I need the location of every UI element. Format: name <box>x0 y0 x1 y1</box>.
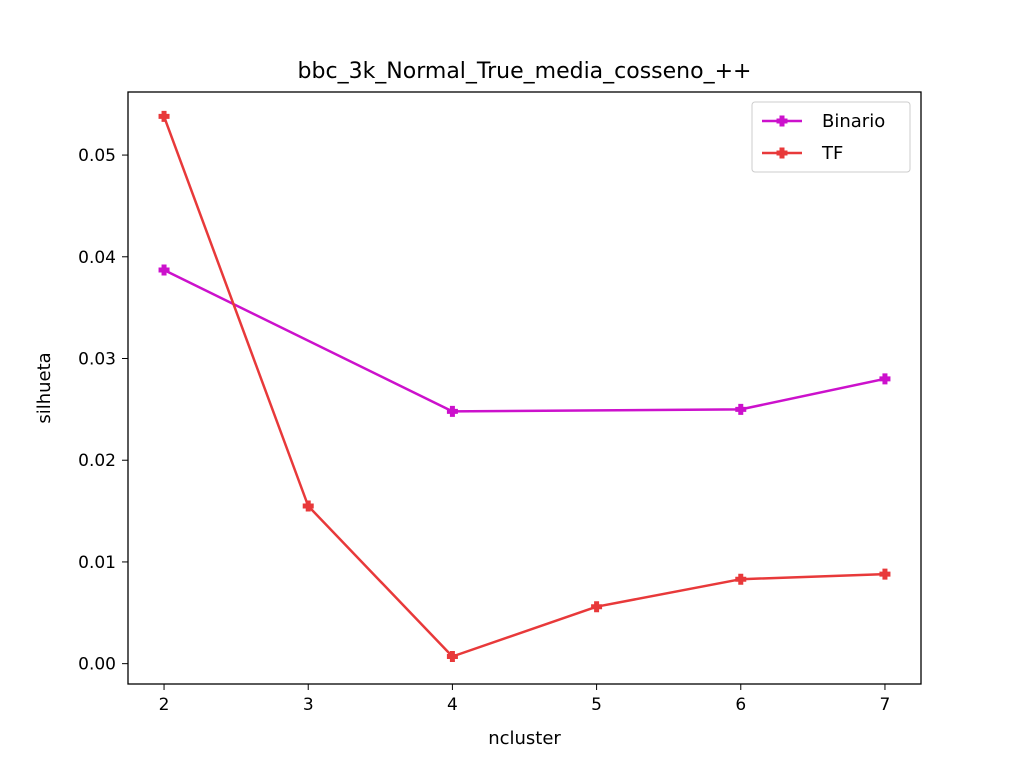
x-tick-label: 6 <box>735 695 746 715</box>
y-tick-label: 0.03 <box>78 350 116 370</box>
legend-marker-binario <box>776 115 788 127</box>
y-axis-ticks: 0.00 0.01 0.02 0.03 0.04 0.05 <box>78 146 128 675</box>
series-line-binario <box>163 268 886 413</box>
x-axis-label: ncluster <box>488 728 561 749</box>
data-point-tf <box>735 573 747 585</box>
x-tick-label: 3 <box>303 695 314 715</box>
y-tick-label: 0.05 <box>78 146 116 166</box>
data-point-binario <box>735 403 747 415</box>
legend-label-binario: Binario <box>822 111 885 132</box>
x-tick-label: 5 <box>591 695 602 715</box>
y-tick-label: 0.02 <box>78 451 116 471</box>
legend-label-tf: TF <box>821 143 843 164</box>
data-point-tf <box>158 110 170 122</box>
x-tick-label: 4 <box>447 695 458 715</box>
y-tick-label: 0.01 <box>78 553 116 573</box>
legend-marker-tf <box>776 147 788 159</box>
data-point-tf <box>446 651 458 663</box>
data-point-binario <box>446 405 458 417</box>
data-point-tf <box>302 500 314 512</box>
legend-box <box>751 101 911 173</box>
data-point-tf <box>879 568 891 580</box>
x-tick-label: 2 <box>159 695 170 715</box>
legend-items: Binario TF <box>762 111 885 164</box>
series-line-tf <box>162 115 886 658</box>
x-tick-label: 7 <box>880 695 891 715</box>
chart-title: bbc_3k_Normal_True_media_cosseno_++ <box>298 59 752 84</box>
y-tick-label: 0.00 <box>78 655 116 675</box>
data-point-tf <box>591 601 603 613</box>
data-point-binario <box>158 264 170 276</box>
series-layer <box>158 110 891 663</box>
x-axis-ticks: 2 3 4 5 6 7 <box>159 684 891 715</box>
legend: Binario TF <box>751 101 911 173</box>
data-point-binario <box>879 373 891 385</box>
y-tick-label: 0.04 <box>78 248 116 268</box>
plot-frame <box>127 91 922 685</box>
y-axis-label: silhueta <box>34 352 55 423</box>
